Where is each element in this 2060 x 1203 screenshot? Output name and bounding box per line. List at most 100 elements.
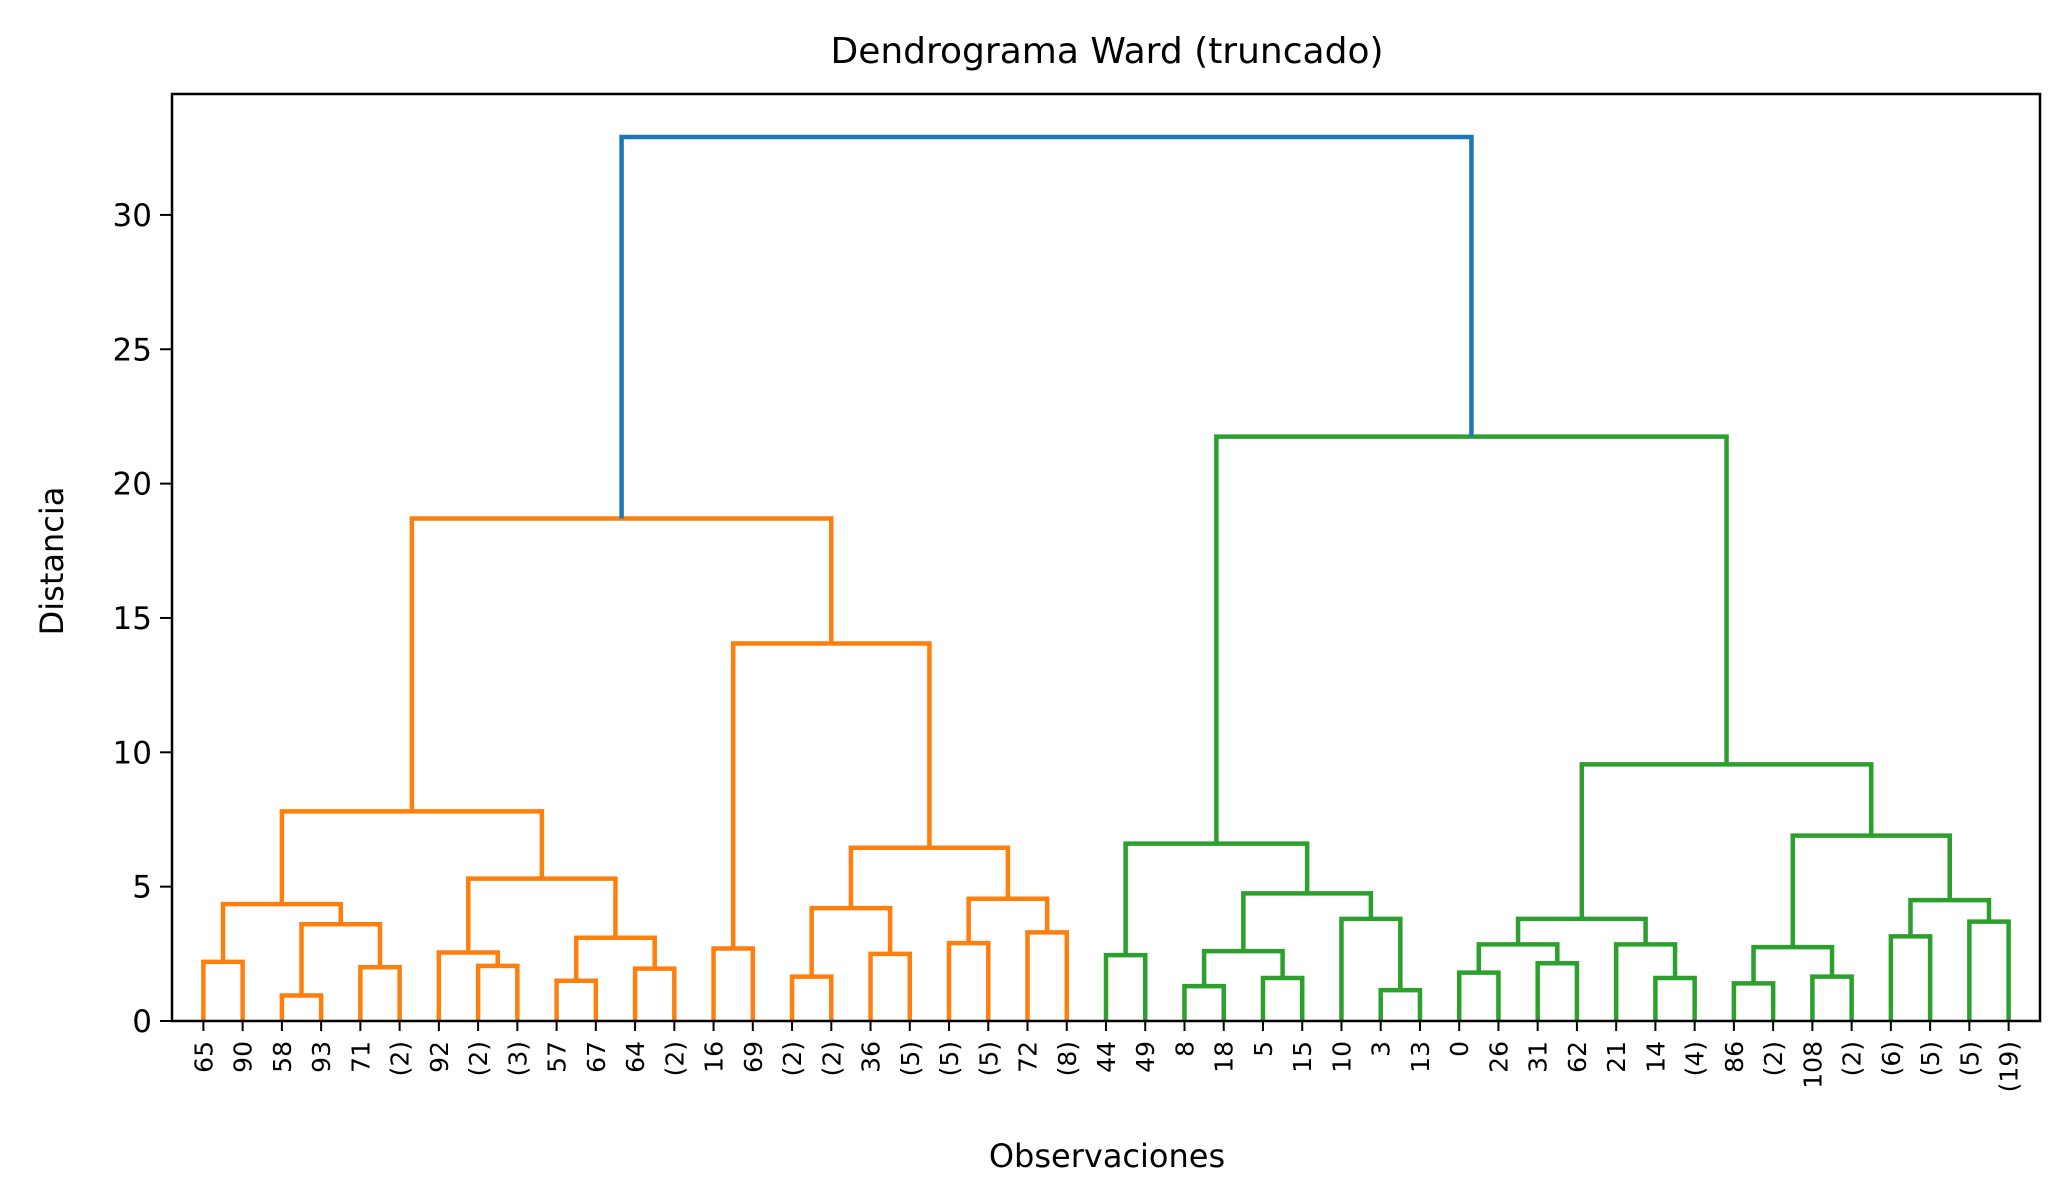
dendrogram-link — [220, 901, 343, 962]
leaf-label: 8 — [1170, 1041, 1199, 1057]
dendrogram-link — [1260, 975, 1305, 1021]
leaf-label: (2) — [817, 1041, 846, 1076]
leaf-label: 69 — [739, 1041, 768, 1073]
leaf-label: 108 — [1798, 1041, 1827, 1089]
leaf-label: 31 — [1524, 1041, 1553, 1073]
dendrogram-link — [1535, 960, 1580, 1021]
dendrogram-link — [1653, 975, 1697, 1021]
dendrogram-link — [632, 966, 677, 1021]
leaf-label: 36 — [857, 1041, 886, 1073]
leaf-label: (2) — [386, 1041, 415, 1076]
dendrogram-link — [1025, 930, 1070, 1021]
leaf-label: 90 — [229, 1041, 258, 1073]
leaf-label: 15 — [1288, 1041, 1317, 1073]
dendrogram-link — [1790, 833, 1952, 948]
leaf-label: (5) — [1955, 1041, 1984, 1076]
leaf-label: (8) — [1053, 1041, 1082, 1076]
leaf-label: 16 — [700, 1041, 729, 1073]
leaf-label: 14 — [1641, 1041, 1670, 1073]
dendrogram-link — [409, 516, 834, 812]
dendrogram-link — [1103, 952, 1148, 1021]
y-tick-label: 20 — [113, 467, 152, 503]
dendrogram-link — [201, 959, 245, 1021]
leaf-label: (2) — [778, 1041, 807, 1076]
leaf-label: (5) — [935, 1041, 964, 1076]
leaf-label: 3 — [1367, 1041, 1396, 1057]
dendrogram-link — [1579, 762, 1874, 919]
leaf-label: 57 — [543, 1041, 572, 1073]
dendrogram-link — [475, 963, 520, 1021]
leaf-label: 72 — [1014, 1041, 1043, 1073]
leaf-label: (5) — [1916, 1041, 1945, 1076]
plot-frame — [170, 92, 2042, 1023]
dendrogram-links — [201, 134, 2011, 1021]
dendrogram-link — [789, 974, 834, 1021]
leaf-label: 49 — [1131, 1041, 1160, 1073]
dendrogram-link — [1214, 434, 1729, 844]
dendrogram-link — [1123, 841, 1310, 956]
leaf-label: 67 — [582, 1041, 611, 1073]
leaf-label: 10 — [1327, 1041, 1356, 1073]
y-tick-label: 25 — [113, 332, 152, 368]
dendrogram-link — [279, 809, 545, 905]
dendrogram-link — [1476, 942, 1560, 973]
x-axis: 65 90 58 93 71 (2) 92 (2) (3) 57 67 64 (2) 16 69 (2) (2)… — [189, 1021, 2024, 1092]
leaf-label: 21 — [1602, 1041, 1631, 1073]
dendrogram-link — [966, 896, 1050, 944]
leaf-label: 58 — [268, 1041, 297, 1073]
dendrogram-link — [1182, 983, 1226, 1021]
leaf-label: 26 — [1484, 1041, 1513, 1073]
dendrogram-link — [1751, 944, 1835, 984]
dendrogram-link — [730, 641, 932, 949]
dendrogram-link — [1339, 916, 1403, 1021]
dendrogram-link — [1967, 919, 2011, 1021]
dendrogram-link — [868, 951, 913, 1021]
leaf-label: (4) — [1681, 1041, 1710, 1076]
leaf-label: 0 — [1445, 1041, 1474, 1057]
y-axis: 0 5 10 15 20 25 30 — [113, 198, 172, 1040]
leaf-label: 18 — [1210, 1041, 1239, 1073]
leaf-label: (5) — [974, 1041, 1003, 1076]
leaf-label: (2) — [1838, 1041, 1867, 1076]
dendrogram-link — [1378, 987, 1423, 1021]
dendrogram-link — [299, 922, 383, 996]
dendrogram-link — [619, 134, 1474, 519]
dendrogram-link — [1201, 948, 1285, 987]
leaf-label: (2) — [660, 1041, 689, 1076]
dendrogram-link — [1810, 974, 1854, 1021]
dendrogram-link — [1731, 981, 1776, 1021]
y-tick-label: 10 — [113, 735, 152, 771]
y-tick-label: 30 — [113, 198, 152, 234]
dendrogram-link — [946, 940, 991, 1021]
chart-title: Dendrograma Ward (truncado) — [830, 31, 1383, 72]
leaf-label: 71 — [346, 1041, 375, 1073]
dendrogram-link — [1515, 916, 1648, 945]
dendrogram-link — [1908, 897, 1992, 937]
leaf-label: (2) — [464, 1041, 493, 1076]
leaf-label: (3) — [503, 1041, 532, 1076]
dendrogram-link — [1241, 891, 1374, 952]
leaf-label: 5 — [1249, 1041, 1278, 1057]
leaf-label: 93 — [307, 1041, 336, 1073]
dendrogram-link — [711, 946, 756, 1021]
y-tick-label: 0 — [132, 1004, 152, 1040]
dendrogram-link — [809, 905, 893, 977]
leaf-label: (2) — [1759, 1041, 1788, 1076]
leaf-label: 64 — [621, 1041, 650, 1073]
leaf-label: (5) — [896, 1041, 925, 1076]
leaf-label: 86 — [1720, 1041, 1749, 1073]
dendrogram-link — [436, 950, 500, 1021]
dendrogram-link — [1456, 970, 1501, 1021]
y-tick-label: 15 — [113, 601, 152, 637]
leaf-label: (19) — [1995, 1041, 2024, 1092]
leaf-label: 44 — [1092, 1041, 1121, 1073]
dendrogram-link — [573, 935, 657, 981]
leaf-label: 92 — [425, 1041, 454, 1073]
leaf-label: (6) — [1877, 1041, 1906, 1076]
y-tick-label: 5 — [132, 870, 152, 906]
y-axis-label: Distancia — [33, 487, 71, 636]
dendrogram-link — [1613, 942, 1678, 1021]
leaf-label: 62 — [1563, 1041, 1592, 1073]
leaf-label: 13 — [1406, 1041, 1435, 1073]
